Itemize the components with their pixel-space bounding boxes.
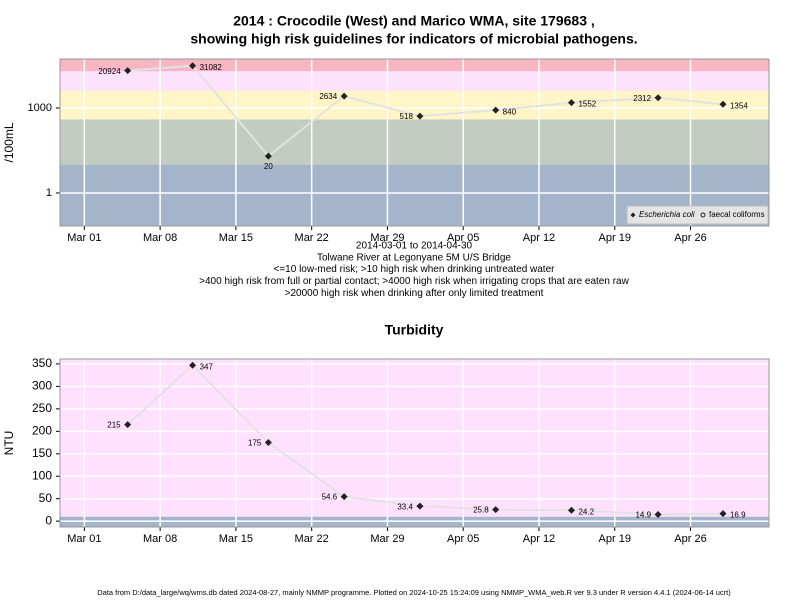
data-point (189, 361, 197, 369)
data-point (654, 94, 662, 102)
y-tick-label: 350 (32, 356, 52, 370)
x-tick-label: Mar 08 (143, 533, 177, 545)
y-tick-label: 250 (32, 401, 52, 415)
y-axis-label: /100mL (2, 122, 16, 162)
y-tick-label: 150 (32, 446, 52, 460)
data-label: 20 (264, 162, 273, 171)
plot-frame (59, 58, 770, 227)
legend-label: faecal coliforms (709, 210, 765, 219)
x-tick-label: Mar 22 (295, 533, 329, 545)
data-label: 518 (400, 112, 414, 121)
data-label: 175 (248, 439, 262, 448)
data-point (264, 152, 272, 160)
x-tick-label: Apr 05 (447, 232, 479, 244)
x-tick-label: Apr 12 (523, 232, 555, 244)
data-label: 16.9 (730, 511, 746, 520)
legend-marker (630, 212, 636, 218)
data-label: 24.2 (578, 507, 594, 516)
y-tick-label: 300 (32, 379, 52, 393)
data-label: 215 (107, 421, 121, 430)
x-tick-label: Mar 01 (67, 232, 101, 244)
x-tick-label: Mar 08 (143, 232, 177, 244)
x-tick-label: Apr 19 (599, 232, 631, 244)
data-label: 1552 (578, 100, 596, 109)
data-label: 33.4 (397, 502, 413, 511)
legend-label: Escherichia coli (639, 210, 695, 219)
data-point (416, 112, 424, 120)
legend-box (626, 205, 769, 225)
risk-band (60, 59, 769, 72)
data-point (567, 506, 575, 514)
risk-band (60, 71, 769, 91)
y-tick-label: 1 (46, 187, 52, 199)
legend-marker (700, 212, 706, 218)
y-tick-label: 50 (39, 491, 53, 505)
x-tick-label: Apr 05 (447, 533, 479, 545)
data-label: 1354 (730, 101, 748, 110)
x-tick-label: Mar 22 (295, 232, 329, 244)
x-tick-label: Mar 29 (370, 232, 404, 244)
data-point (654, 510, 662, 518)
data-label: 840 (503, 107, 517, 116)
y-tick-label: 0 (45, 513, 52, 527)
data-point (492, 106, 500, 114)
x-tick-label: Apr 26 (674, 533, 706, 545)
risk-band (60, 359, 769, 517)
plot-frame (59, 358, 770, 528)
chart-note: >20000 high risk when drinking after onl… (285, 288, 544, 299)
footer: Data from D:/data_large/wq/wms.db dated … (97, 588, 731, 597)
data-label: 2634 (319, 92, 337, 101)
data-point (340, 92, 348, 100)
data-label: 14.9 (635, 511, 651, 520)
x-tick-label: Mar 15 (219, 533, 253, 545)
chart-note: <=10 low-med risk; >10 high risk when dr… (274, 264, 556, 275)
data-point (719, 510, 727, 518)
data-label: 25.8 (473, 506, 489, 515)
data-point (340, 493, 348, 501)
y-tick-label: 200 (32, 423, 52, 437)
y-axis-label: NTU (2, 431, 16, 456)
chart-title: Turbidity (385, 322, 444, 338)
data-label: 20924 (98, 67, 121, 76)
data-point (264, 439, 272, 447)
x-tick-label: Apr 12 (523, 533, 555, 545)
x-tick-label: Mar 15 (219, 232, 253, 244)
x-tick-label: Mar 01 (67, 533, 101, 545)
chart-title: 2014 : Crocodile (West) and Marico WMA, … (233, 13, 595, 29)
risk-band (60, 119, 769, 165)
chart-note: Tolwane River at Legonyane 5M U/S Bridge (317, 252, 511, 263)
data-label: 347 (200, 362, 214, 371)
data-point (492, 506, 500, 514)
data-point (124, 67, 132, 75)
chart-note: 2014-03-01 to 2014-04-30 (356, 241, 473, 252)
x-tick-label: Apr 26 (674, 232, 706, 244)
chart-note: >400 high risk from full or partial cont… (199, 276, 629, 287)
data-point (124, 421, 132, 429)
x-tick-label: Mar 29 (370, 533, 404, 545)
chart-subtitle: showing high risk guidelines for indicat… (190, 31, 637, 47)
y-tick-label: 1000 (28, 102, 52, 114)
data-point (567, 99, 575, 107)
data-label: 54.6 (322, 493, 338, 502)
data-point (189, 62, 197, 70)
y-tick-label: 100 (32, 468, 52, 482)
data-label: 2312 (633, 94, 651, 103)
data-point (719, 100, 727, 108)
data-label: 31082 (200, 63, 223, 72)
x-tick-label: Apr 19 (599, 533, 631, 545)
data-point (416, 502, 424, 510)
